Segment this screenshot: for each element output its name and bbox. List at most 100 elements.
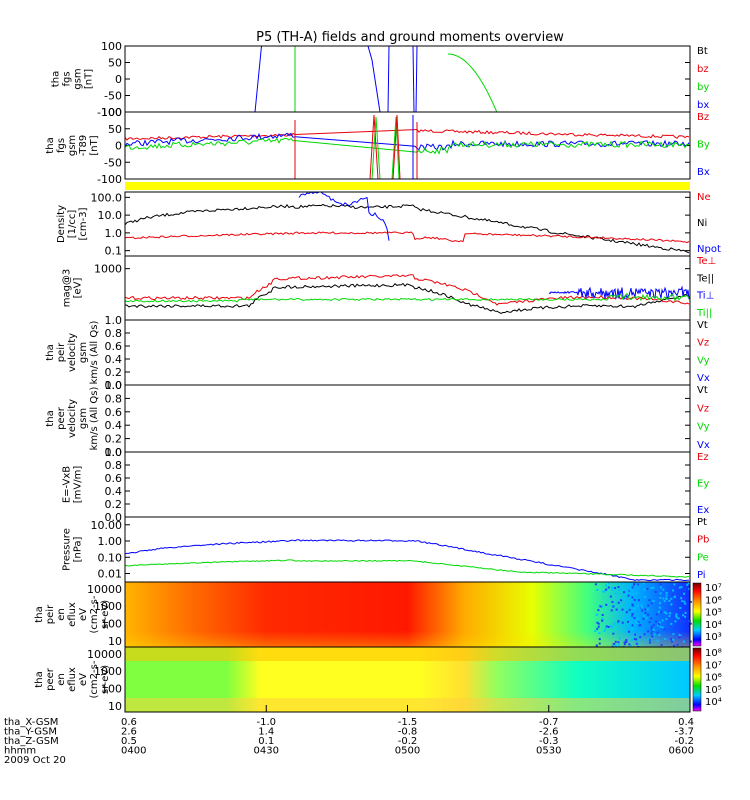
y-axis-label-line: tha — [34, 606, 45, 622]
ion-spectrogram-noise — [658, 606, 661, 609]
ion-spectrogram-noise — [625, 611, 628, 614]
y-axis-label-line: eflux — [67, 602, 78, 627]
y-axis-label-line: Pressure — [62, 528, 73, 571]
ion-spectrogram-noise — [688, 588, 691, 591]
ion-spectrogram-noise — [657, 623, 660, 626]
y-tick-label: 0.2 — [105, 498, 123, 511]
y-tick-label: 100 — [101, 106, 122, 119]
ion-spectrogram-noise — [677, 617, 680, 620]
ion-spectrogram-noise — [609, 595, 612, 598]
ion-spectrogram-noise — [597, 625, 600, 628]
ion-spectrogram-noise — [625, 617, 628, 620]
legend-entry: Vz — [697, 403, 709, 414]
y-tick-label: 0.6 — [105, 472, 123, 485]
ion-spectrogram-noise — [680, 597, 683, 600]
ion-spectrogram-noise — [647, 630, 650, 633]
series-pi — [125, 539, 689, 582]
ion-spectrogram-noise — [684, 615, 687, 618]
y-axis-label-line: sr-eV) — [100, 665, 111, 694]
ion-spectrogram-noise — [602, 590, 605, 593]
ion-spectrogram-noise — [623, 641, 626, 644]
ion-spectrogram-noise — [614, 640, 617, 643]
ion-spectrogram-noise — [636, 617, 639, 620]
ion-spectrogram-noise — [632, 637, 635, 640]
y-tick-label: 0.8 — [105, 459, 123, 472]
series-te-perp — [125, 274, 690, 306]
ion-spectrogram-noise — [645, 617, 648, 620]
x-axis-date: 2009 Oct 20 — [4, 755, 66, 766]
ion-spectrogram-noise — [683, 600, 686, 603]
y-axis-label-line: [1/cc] — [67, 210, 78, 239]
ion-spectrogram-noise — [633, 598, 636, 601]
y-tick-label: 0.4 — [105, 485, 123, 498]
ion-spectrogram-noise — [595, 644, 598, 647]
series-by — [125, 137, 690, 155]
ion-spectrogram-noise — [623, 643, 626, 646]
y-tick-label: -100 — [97, 173, 122, 186]
x-row-value: 0430 — [254, 746, 279, 757]
series-bx — [254, 46, 263, 112]
ion-spectrogram-noise — [644, 611, 647, 614]
ion-spectrogram-noise — [668, 599, 671, 602]
ion-spectrogram-noise — [659, 583, 662, 586]
ion-spectrogram-noise — [684, 611, 687, 614]
y-tick-label: 10 — [108, 700, 122, 713]
y-tick-label: 0.1 — [105, 245, 123, 258]
x-row-label: tha_X-GSM — [4, 717, 58, 728]
y-tick-label: 0.2 — [105, 433, 123, 446]
legend-entry: Pb — [697, 535, 709, 546]
ion-spectrogram-noise — [625, 638, 628, 641]
panel-1: 100 50 0 -50 -100 tha fgs gsm [nT] Bt bz by bx — [51, 40, 710, 119]
ion-spectrogram-noise — [640, 604, 643, 607]
y-tick-label: 0.4 — [105, 419, 123, 432]
colorbar-label: 10⁶ — [705, 595, 722, 606]
legend-entry: by — [697, 82, 709, 93]
series-bx — [415, 46, 418, 112]
ion-spectrogram-noise — [646, 608, 649, 611]
ion-spectrogram-noise — [664, 637, 667, 640]
ion-spectrogram-shade — [125, 582, 690, 647]
ion-spectrogram-noise — [624, 640, 627, 643]
ion-spectrogram-noise — [652, 624, 655, 627]
ion-spectrogram-noise — [629, 621, 632, 624]
y-tick-label: 1.0 — [105, 379, 123, 392]
y-axis-label-line: mag@3 — [62, 269, 73, 308]
ion-spectrogram-noise — [680, 586, 683, 589]
panel-3 — [125, 182, 690, 190]
ion-spectrogram-noise — [641, 609, 644, 612]
y-tick-label: 0 — [115, 140, 122, 153]
ion-spectrogram-noise — [670, 640, 673, 643]
legend-entry: Pi — [697, 570, 706, 581]
ion-spectrogram-noise — [598, 632, 601, 635]
y-axis-label: tha fgs gsm [nT] — [51, 68, 95, 89]
y-axis-label-line: en — [56, 673, 67, 686]
x-row-value: 1.4 — [258, 727, 274, 738]
ion-spectrogram-noise — [614, 587, 617, 590]
ion-spectrogram-noise — [602, 618, 605, 621]
ion-spectrogram-noise — [684, 609, 687, 612]
figure-title: P5 (TH-A) fields and ground moments over… — [256, 30, 564, 45]
x-row-value: 0.6 — [121, 717, 137, 728]
ion-spectrogram-noise — [633, 617, 636, 620]
ion-spectrogram-noise — [670, 597, 673, 600]
series-bx — [125, 132, 690, 151]
x-row-value: -1.0 — [256, 717, 276, 728]
ion-spectrogram-noise — [649, 641, 652, 644]
ion-spectrogram-noise — [684, 602, 687, 605]
panel-frame — [124, 45, 691, 113]
ion-spectrogram-noise — [678, 636, 681, 639]
y-axis-label-line: E=-VxB — [62, 466, 73, 503]
x-row-value: 0400 — [121, 746, 146, 757]
ion-spectrogram-noise — [658, 633, 661, 636]
legend-entry: Bz — [697, 112, 709, 123]
y-tick-label: 1.0 — [105, 446, 123, 459]
ion-spectrogram-noise — [625, 605, 628, 608]
ion-spectrogram-noise — [631, 614, 634, 617]
y-tick-label: 1.0 — [105, 227, 123, 240]
y-axis-label: E=-VxB [mV/m] — [62, 466, 84, 504]
x-row-value: 0500 — [395, 746, 420, 757]
ion-spectrogram-noise — [627, 594, 630, 597]
ion-spectrogram-noise — [628, 643, 631, 646]
ion-spectrogram-noise — [603, 590, 606, 593]
ion-spectrogram-noise — [598, 642, 601, 645]
